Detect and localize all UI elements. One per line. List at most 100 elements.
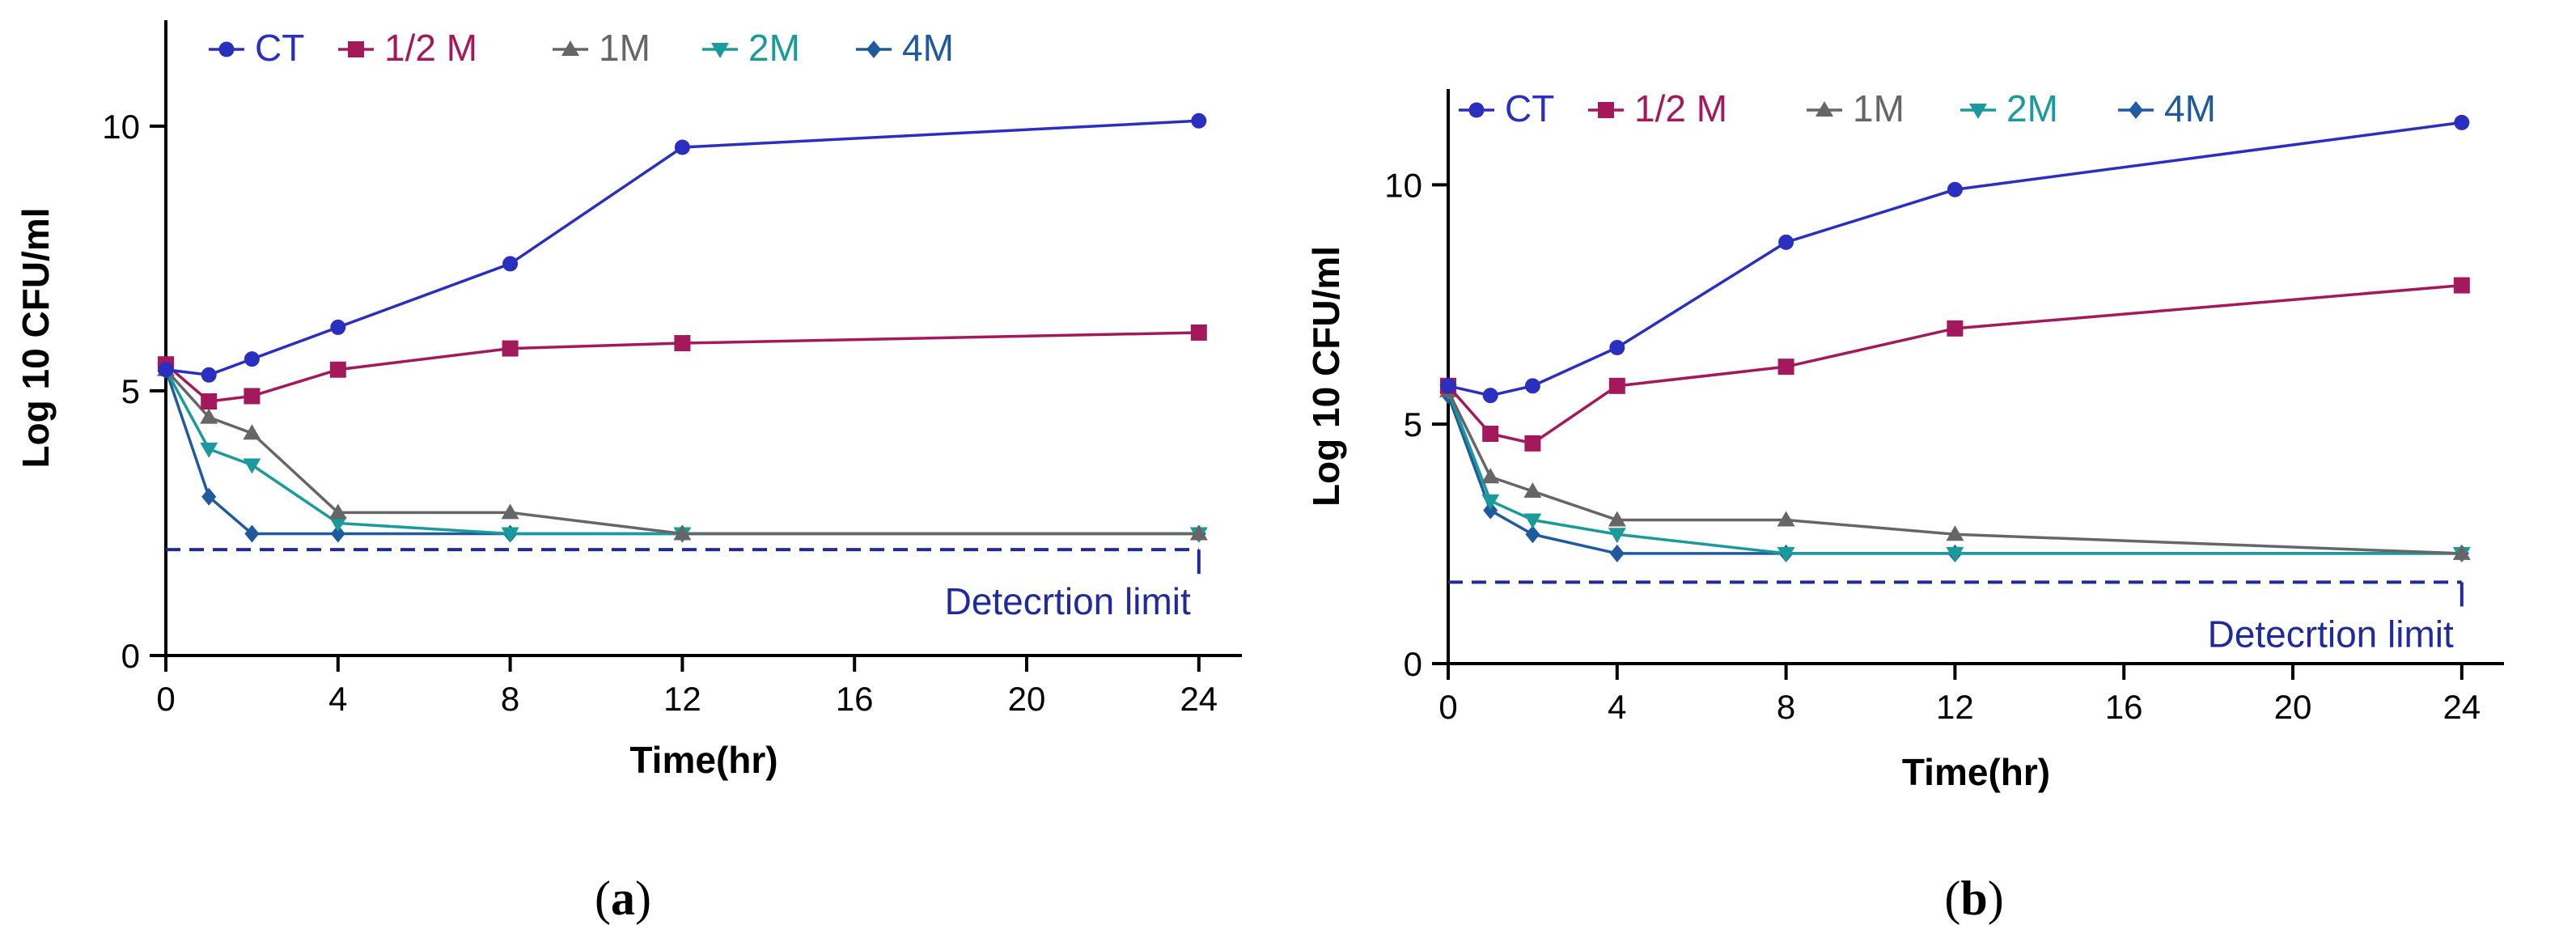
legend-label: 1/2 M [1634,87,1727,129]
data-point [201,367,217,383]
y-axis-title: Log 10 CFU/ml [15,207,57,468]
legend-marker [866,40,881,58]
legend-marker [348,41,364,57]
y-tick-label: 10 [1384,166,1422,204]
data-point [1440,378,1456,394]
x-tick-label: 16 [2105,688,2143,726]
data-point [1189,524,1208,541]
data-point [1524,378,1540,394]
data-point [1190,324,1207,341]
y-tick-label: 5 [121,372,140,410]
data-point [1778,234,1794,250]
data-point [244,524,260,543]
legend-label: CT [1505,87,1554,129]
data-point [1609,544,1625,562]
data-point [501,503,519,520]
data-point [201,487,217,506]
legend-label: CT [255,27,304,69]
legend-marker [1468,102,1485,118]
data-point [201,393,218,409]
chart-panel-a: 0 4 8 12 16 20 24 0 5 10 Time(hr) Log 10 CFU/ml Dete… [15,20,1242,925]
x-tick-label: 4 [1608,688,1626,726]
chart-panel-b: 0 4 8 12 16 20 24 0 5 10 Time(hr) Log 10 CFU/ml Dete… [1305,87,2504,925]
series-line [164,369,1199,536]
y-tick-label: 0 [121,637,140,675]
legend-marker [711,43,729,58]
data-point [502,340,519,357]
x-tick-label: 20 [1008,680,1046,718]
data-point [1777,546,1795,562]
data-point [328,503,347,520]
data-point [1947,320,1964,337]
data-point [2454,114,2470,130]
series-line [1447,283,2462,445]
data-point [1483,501,1498,520]
x-tick-label: 8 [1777,688,1795,726]
y-tick-label: 0 [1404,645,1422,683]
data-point [674,139,690,155]
data-point [1777,359,1794,376]
data-point [328,516,347,533]
y-tick-label: 10 [102,108,140,146]
data-point [1609,340,1625,355]
data-point [1482,426,1499,442]
detection-limit-label: Detecrtion limit [945,580,1191,622]
data-point [1523,513,1542,529]
panel-label: (a) [595,872,651,925]
data-point [329,361,346,378]
data-point [243,424,261,440]
legend-label: 4M [2164,87,2216,129]
data-point [244,351,260,367]
data-point [1946,525,1964,541]
data-point [330,524,345,543]
legend-marker [1969,104,1987,119]
x-tick-label: 0 [1438,688,1457,726]
y-axis-title: Log 10 CFU/ml [1305,246,1347,507]
x-tick-label: 24 [1180,680,1218,718]
data-point [1946,546,1964,562]
data-point [1777,511,1795,527]
data-point [158,362,174,378]
data-point [1191,112,1207,129]
x-tick-label: 16 [836,680,874,718]
legend-label: 2M [748,27,800,69]
detection-limit-label: Detecrtion limit [2208,613,2454,655]
legend-marker [1598,102,1614,118]
data-point [502,256,519,272]
data-point [673,524,692,541]
data-point [1481,468,1500,484]
data-point [1525,525,1540,544]
data-point [2452,544,2471,560]
data-point [501,527,519,543]
data-point [674,335,691,352]
data-point [200,408,218,424]
x-axis-title: Time(hr) [629,739,777,781]
data-point [1608,377,1625,394]
series-line [1447,121,2463,397]
x-axis-title: Time(hr) [1902,751,2050,793]
data-point [244,388,261,405]
data-point [2453,277,2470,294]
series-line [164,368,1199,536]
data-point [1482,388,1498,404]
data-point [200,442,218,458]
data-point [330,319,346,335]
x-tick-label: 12 [663,680,701,718]
legend-label: 2M [2006,87,2058,129]
y-tick-label: 5 [1404,405,1422,443]
legend-marker [1815,101,1833,117]
x-tick-label: 24 [2443,688,2481,726]
legend-marker [561,40,579,56]
data-point [1523,482,1542,498]
legend-marker [2129,101,2143,119]
data-point [1481,494,1500,510]
data-point [1524,435,1541,452]
data-point [1608,528,1626,544]
x-tick-label: 4 [328,680,347,718]
x-tick-label: 0 [156,680,175,718]
x-tick-label: 8 [501,680,519,718]
x-tick-label: 12 [1936,688,1974,726]
legend-label: 1/2 M [384,27,477,69]
data-point [1947,181,1963,197]
